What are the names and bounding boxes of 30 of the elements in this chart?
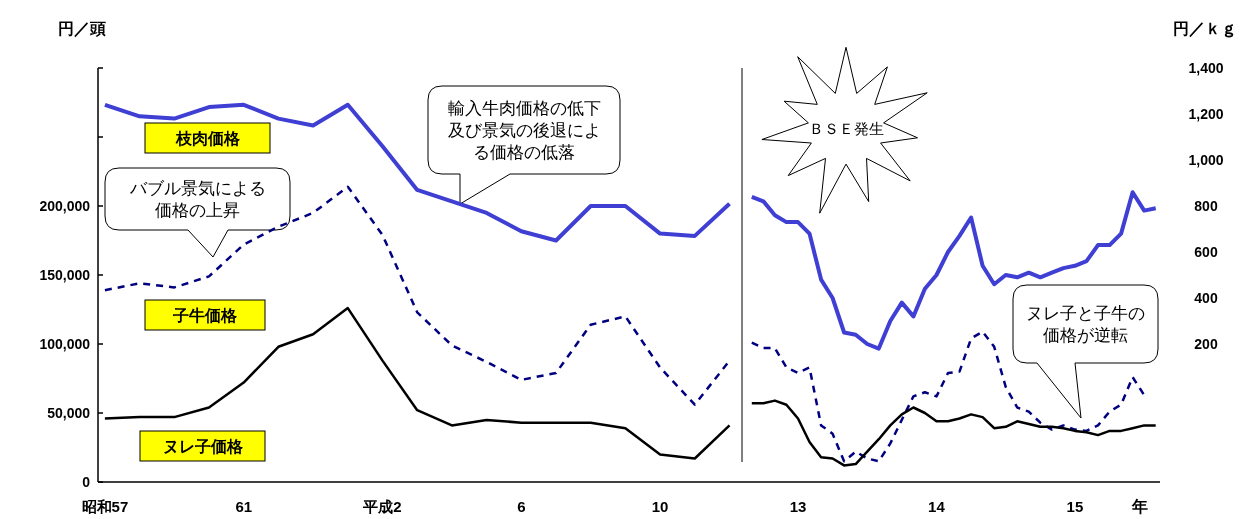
y-tick-label: 150,000 (39, 267, 91, 283)
x-tick-label: 平成2 (362, 498, 402, 515)
annotation: 輸入牛肉価格の低下及び景気の後退による価格の低落 (447, 99, 601, 162)
annotation: ヌレ子と子牛の価格が逆転 (1026, 304, 1145, 345)
y2-tick-label: 1,000 (1188, 152, 1224, 168)
y2-tick-label: 600 (1194, 244, 1218, 260)
y2-axis-title: 円／ｋｇ (1173, 20, 1237, 38)
x-tick-label: 10 (651, 498, 669, 515)
y-tick-label: 50,000 (47, 405, 91, 421)
y2-tick-label: 400 (1194, 290, 1218, 306)
y-tick-label: 200,000 (39, 198, 91, 214)
x-axis-title: 年 (1131, 498, 1148, 515)
y2-tick-label: 800 (1194, 198, 1218, 214)
annotation: バブル景気による価格の上昇 (128, 179, 266, 220)
y-tick-label: 0 (82, 474, 91, 490)
x-tick-label: 61 (235, 498, 253, 515)
series-label: 枝肉価格 (174, 130, 241, 147)
x-tick-label: 昭和57 (81, 498, 129, 515)
x-tick-label: 14 (928, 498, 946, 515)
y2-tick-label: 200 (1194, 336, 1218, 352)
x-tick-label: 13 (789, 498, 807, 515)
series-label: ヌレ子価格 (162, 438, 244, 455)
y2-tick-label: 1,400 (1188, 60, 1224, 76)
y2-tick-label: 1,200 (1188, 106, 1224, 122)
x-tick-label: 15 (1066, 498, 1084, 515)
series-label: 子牛価格 (172, 307, 238, 324)
y-tick-label: 100,000 (39, 336, 91, 352)
annotation: ＢＳＥ発生 (808, 120, 884, 137)
y-axis-title: 円／頭 (58, 20, 106, 38)
x-tick-label: 6 (517, 498, 526, 515)
